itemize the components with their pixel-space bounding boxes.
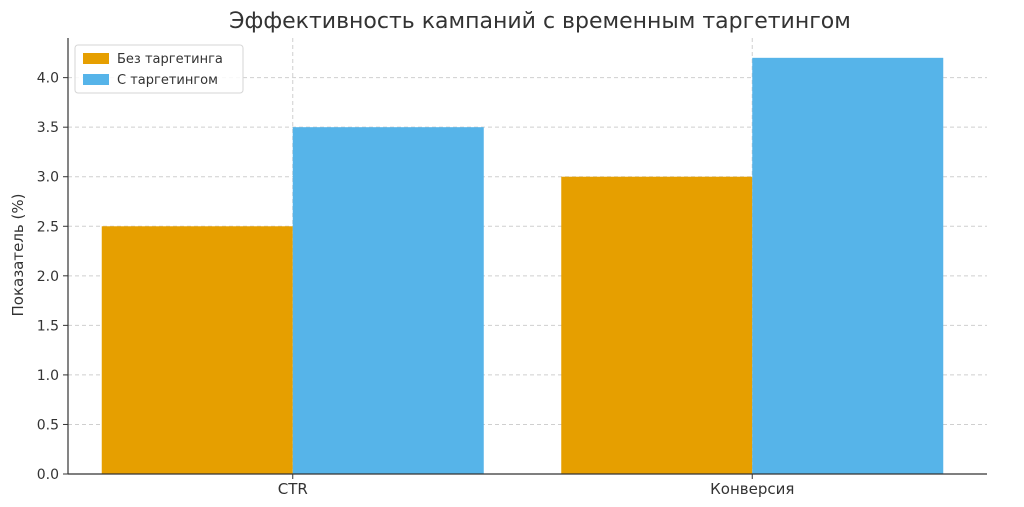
bar-with-targeting-1: [752, 57, 944, 475]
y-tick-label: 0.5: [37, 417, 59, 433]
x-tick-label: Конверсия: [710, 480, 794, 498]
y-tick-label: 1.5: [37, 318, 59, 334]
chart-title: Эффективность кампаний с временным тарге…: [229, 9, 851, 34]
tick-labels: 0.0 0.5 1.0 1.5 2.0 2.5 3.0 3.5 4.0 CTR Конверсия: [37, 71, 795, 498]
y-tick-label: 2.5: [37, 219, 59, 235]
legend-label: Без таргетинга: [117, 52, 223, 67]
y-tick-label: 2.0: [37, 269, 59, 285]
legend-swatch: [83, 53, 109, 64]
legend-swatch: [83, 74, 109, 85]
legend-box: [74, 44, 244, 94]
y-tick-label: 0.0: [37, 467, 59, 483]
y-tick-label: 4.0: [37, 71, 59, 87]
x-tick-label: CTR: [278, 480, 308, 498]
y-tick-label: 3.0: [37, 170, 59, 186]
axes: [67, 38, 987, 475]
y-tick-label: 3.5: [37, 120, 59, 136]
legend: Без таргетинга С таргетингом: [74, 44, 244, 94]
bar-without-targeting-0: [101, 226, 293, 474]
bar-without-targeting-1: [561, 176, 753, 474]
y-tick-label: 1.0: [37, 368, 59, 384]
bar-with-targeting-0: [292, 127, 484, 474]
y-axis-label: Показатель (%): [9, 194, 27, 317]
legend-label: С таргетингом: [117, 73, 218, 88]
bars: [101, 57, 944, 475]
